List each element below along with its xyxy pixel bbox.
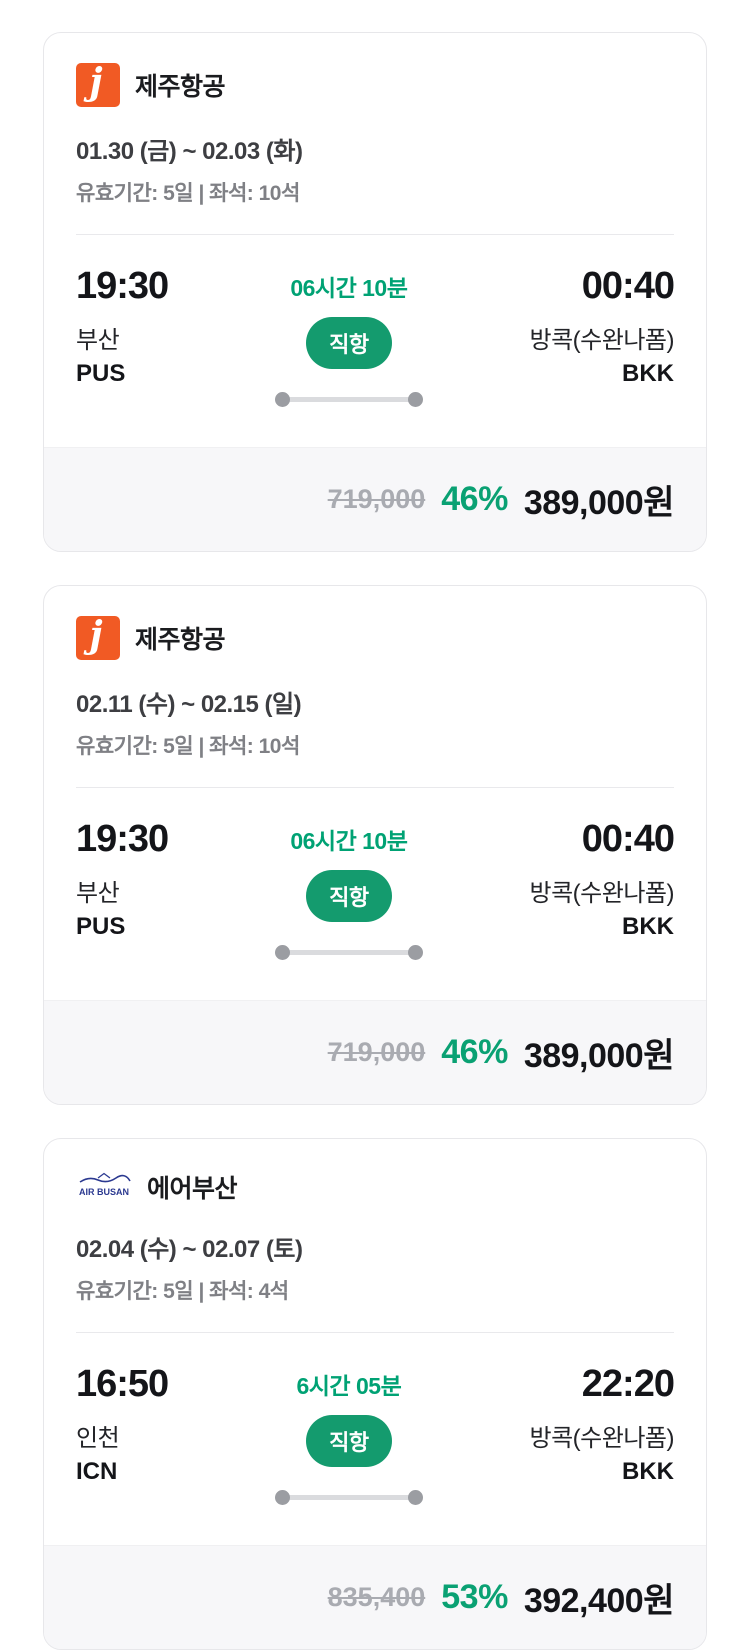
jeju-air-logo-icon: j [76, 616, 120, 660]
nonstop-badge: 직항 [306, 317, 392, 369]
jeju-air-logo-icon: j [76, 63, 120, 107]
route-end-dot [407, 391, 423, 407]
airline-name: 제주항공 [135, 73, 226, 101]
route-bar [279, 396, 418, 402]
validity-seats-info: 유효기간: 5일 | 좌석: 10석 [76, 735, 300, 758]
route-start-dot [274, 391, 290, 407]
airline-row: j 제주항공 [76, 616, 674, 660]
original-price: 719,000 [327, 484, 426, 514]
departure-city: 인천 [76, 1425, 120, 1452]
route-line [274, 1489, 423, 1505]
airline-name: 에어부산 [147, 1175, 238, 1203]
departure-city: 부산 [76, 880, 120, 907]
flight-details: 19:30 부산 PUS 06시간 10분 직항 00:40 방콕(수완나폼) … [44, 235, 706, 447]
card-header: j 제주항공 02.11 (수) ~ 02.15 (일) 유효기간: 5일 | … [44, 586, 706, 760]
original-price: 719,000 [327, 1037, 426, 1067]
arrival-city: 방콕(수완나폼) [529, 1425, 675, 1452]
route-start-dot [274, 944, 290, 960]
discount-percent: 53% [441, 1578, 508, 1616]
flight-details: 19:30 부산 PUS 06시간 10분 직항 00:40 방콕(수완나폼) … [44, 788, 706, 1000]
flight-duration: 6시간 05분 [296, 1373, 402, 1399]
route-bar [279, 949, 418, 955]
airline-row: j 제주항공 [76, 63, 674, 107]
validity-seats-info: 유효기간: 5일 | 좌석: 10석 [76, 182, 300, 205]
route-start-dot [274, 1489, 290, 1505]
original-price: 835,400 [327, 1582, 426, 1612]
card-header: j 제주항공 01.30 (금) ~ 02.03 (화) 유효기간: 5일 | … [44, 33, 706, 207]
route-line [274, 944, 423, 960]
discount-percent: 46% [441, 480, 508, 518]
departure-time: 16:50 [76, 1363, 169, 1405]
route-end-dot [407, 944, 423, 960]
svg-text:AIR BUSAN: AIR BUSAN [79, 1187, 129, 1197]
route-end-dot [407, 1489, 423, 1505]
departure-time: 19:30 [76, 265, 169, 307]
arrival-column: 00:40 방콕(수완나폼) BKK [529, 818, 675, 941]
route-column: 6시간 05분 직항 [254, 1363, 444, 1505]
final-price: 389,000원 [523, 484, 675, 522]
flight-duration: 06시간 10분 [290, 275, 408, 301]
flight-card[interactable]: AIR BUSAN 에어부산 02.04 (수) ~ 02.07 (토) 유효기… [43, 1138, 707, 1650]
trip-date-range: 02.04 (수) ~ 02.07 (토) [76, 1236, 303, 1263]
arrival-city: 방콕(수완나폼) [529, 327, 675, 354]
nonstop-badge: 직항 [306, 1415, 392, 1467]
airline-name: 제주항공 [135, 626, 226, 654]
air-busan-logo-icon: AIR BUSAN [79, 1172, 131, 1197]
departure-time: 19:30 [76, 818, 169, 860]
arrival-airport-code: BKK [621, 360, 674, 387]
arrival-column: 22:20 방콕(수완나폼) BKK [529, 1363, 675, 1486]
flight-card[interactable]: j 제주항공 02.11 (수) ~ 02.15 (일) 유효기간: 5일 | … [43, 585, 707, 1105]
departure-column: 16:50 인천 ICN [76, 1363, 169, 1486]
price-footer: 835,400 53% 392,400원 [44, 1545, 706, 1649]
divider [76, 787, 674, 788]
trip-date-range: 01.30 (금) ~ 02.03 (화) [76, 138, 303, 165]
departure-column: 19:30 부산 PUS [76, 265, 169, 388]
nonstop-badge: 직항 [306, 870, 392, 922]
validity-seats-info: 유효기간: 5일 | 좌석: 4석 [76, 1280, 289, 1303]
discount-percent: 46% [441, 1033, 508, 1071]
route-column: 06시간 10분 직항 [254, 265, 444, 407]
airline-row: AIR BUSAN 에어부산 [76, 1169, 674, 1205]
route-line [274, 391, 423, 407]
route-bar [279, 1494, 418, 1500]
departure-city: 부산 [76, 327, 120, 354]
trip-date-range: 02.11 (수) ~ 02.15 (일) [76, 691, 302, 718]
flight-duration: 06시간 10분 [290, 828, 408, 854]
arrival-airport-code: BKK [621, 1458, 674, 1485]
divider [76, 234, 674, 235]
arrival-column: 00:40 방콕(수완나폼) BKK [529, 265, 675, 388]
price-footer: 719,000 46% 389,000원 [44, 1000, 706, 1104]
flight-card[interactable]: j 제주항공 01.30 (금) ~ 02.03 (화) 유효기간: 5일 | … [43, 32, 707, 552]
arrival-city: 방콕(수완나폼) [529, 880, 675, 907]
flight-details: 16:50 인천 ICN 6시간 05분 직항 22:20 방콕(수완나폼) B… [44, 1333, 706, 1545]
departure-airport-code: PUS [76, 913, 126, 940]
final-price: 392,400원 [523, 1582, 675, 1620]
divider [76, 1332, 674, 1333]
departure-column: 19:30 부산 PUS [76, 818, 169, 941]
card-header: AIR BUSAN 에어부산 02.04 (수) ~ 02.07 (토) 유효기… [44, 1139, 706, 1305]
arrival-time: 00:40 [581, 818, 675, 860]
arrival-time: 00:40 [581, 265, 675, 307]
price-footer: 719,000 46% 389,000원 [44, 447, 706, 551]
departure-airport-code: ICN [76, 1458, 118, 1485]
arrival-time: 22:20 [581, 1363, 675, 1405]
final-price: 389,000원 [523, 1037, 675, 1075]
arrival-airport-code: BKK [621, 913, 674, 940]
departure-airport-code: PUS [76, 360, 126, 387]
route-column: 06시간 10분 직항 [254, 818, 444, 960]
